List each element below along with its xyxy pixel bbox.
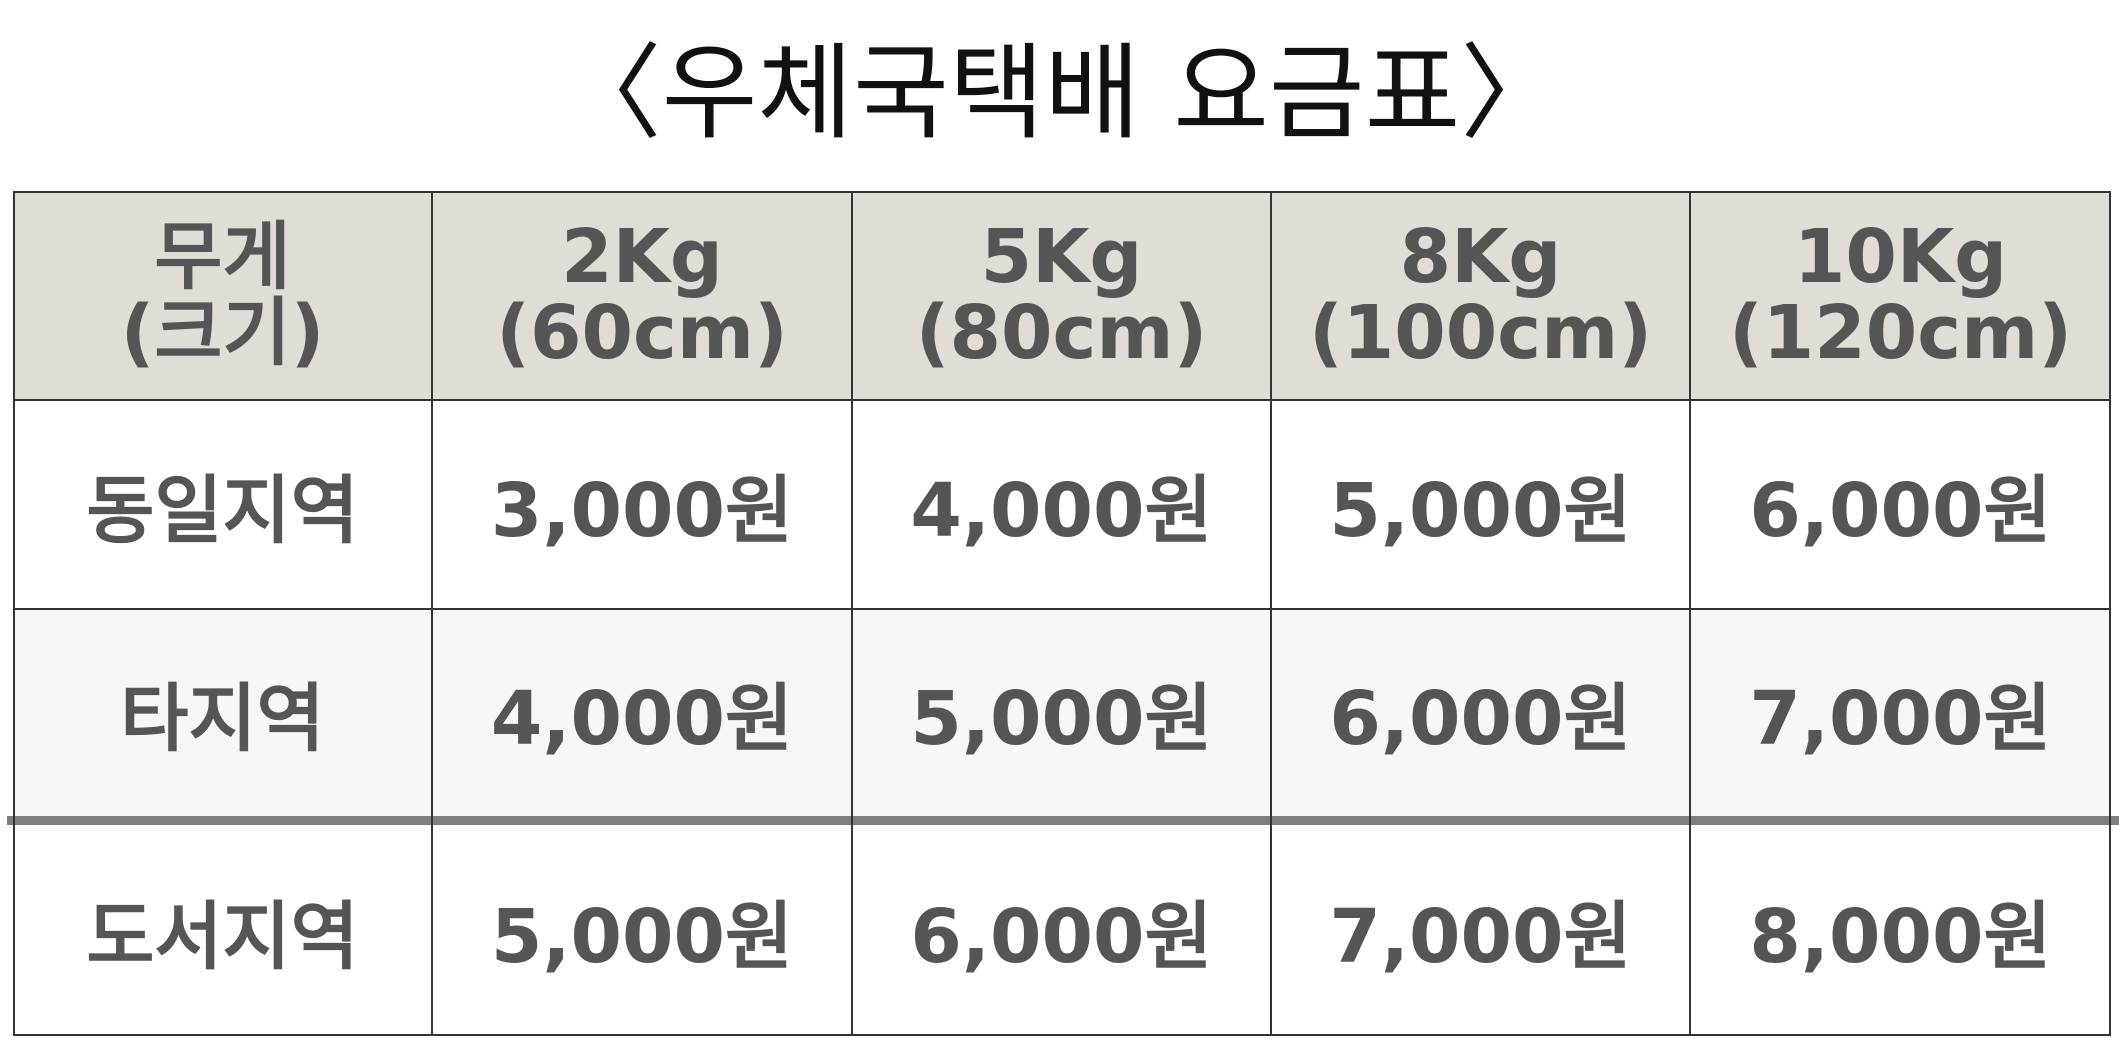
header-size: (60cm) (496, 289, 788, 376)
header-cell-8kg: 8Kg (100cm) (1271, 191, 1690, 400)
header-weight: 5Kg (980, 214, 1143, 301)
rate-table: 무게 (크기) 2Kg (60cm) 5Kg (80cm) 8Kg (100cm… (7, 191, 2119, 1036)
price-cell: 3,000원 (432, 400, 852, 609)
price-cell: 7,000원 (1690, 609, 2111, 816)
header-size: (120cm) (1728, 289, 2073, 376)
column-divider (1270, 191, 1272, 1036)
page-title: 〈우체국택배 요금표〉 (557, 32, 1565, 154)
table-border-left (13, 191, 15, 1036)
row-divider (13, 399, 2111, 401)
column-divider (1689, 191, 1691, 1036)
price-cell: 5,000원 (1271, 400, 1690, 609)
price-cell: 6,000원 (1690, 400, 2111, 609)
column-divider (851, 191, 853, 1036)
header-weight: 8Kg (1399, 214, 1562, 301)
header-weight-label: 무게 (154, 214, 291, 301)
header-size: (100cm) (1308, 289, 1653, 376)
header-cell-5kg: 5Kg (80cm) (852, 191, 1271, 400)
price-cell: 6,000원 (852, 825, 1271, 1036)
price-cell: 5,000원 (852, 609, 1271, 816)
header-weight: 10Kg (1793, 214, 2008, 301)
price-cell: 4,000원 (852, 400, 1271, 609)
region-group-divider (7, 816, 2119, 825)
header-size: (80cm) (915, 289, 1208, 376)
table-border-top (13, 191, 2111, 193)
header-size-label: (크기) (120, 289, 325, 376)
region-cell-other: 타지역 (13, 609, 432, 816)
column-divider (431, 191, 433, 1036)
header-cell-2kg: 2Kg (60cm) (432, 191, 852, 400)
row-divider (13, 608, 2111, 610)
header-cell-10kg: 10Kg (120cm) (1690, 191, 2111, 400)
header-cell-weight-size: 무게 (크기) (13, 191, 432, 400)
price-cell: 7,000원 (1271, 825, 1690, 1036)
price-cell: 5,000원 (432, 825, 852, 1036)
price-cell: 8,000원 (1690, 825, 2111, 1036)
region-cell-same: 동일지역 (13, 400, 432, 609)
price-cell: 6,000원 (1271, 609, 1690, 816)
region-cell-island: 도서지역 (13, 825, 432, 1036)
table-border-right (2109, 191, 2111, 1036)
table-border-bottom (13, 1034, 2111, 1036)
header-weight: 2Kg (561, 214, 723, 301)
price-cell: 4,000원 (432, 609, 852, 816)
